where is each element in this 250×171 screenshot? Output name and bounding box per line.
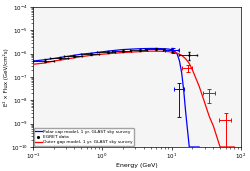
Y-axis label: E² × Flux (GeV/cm²s): E² × Flux (GeV/cm²s) [4,48,10,106]
X-axis label: Energy (GeV): Energy (GeV) [116,162,158,168]
Legend: Polar cap model, 1 yr. GLAST sky survey, EGRET data, Outer gap model, 1 yr. GLAS: Polar cap model, 1 yr. GLAST sky survey,… [34,128,134,146]
